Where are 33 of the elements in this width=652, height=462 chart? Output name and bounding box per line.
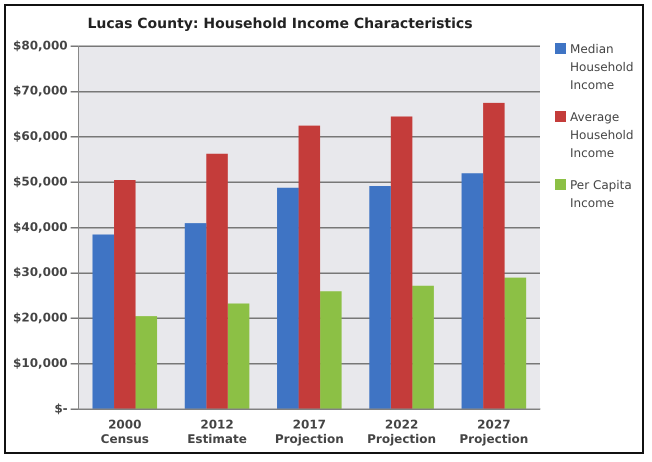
x-tick-label: 2000 Census <box>100 418 149 446</box>
bar <box>369 186 391 408</box>
bar <box>206 154 228 408</box>
chart-title: Lucas County: Household Income Characteristics <box>86 16 474 32</box>
x-tick-label: 2022 Projection <box>367 418 436 446</box>
bar <box>390 116 412 408</box>
bar <box>298 126 320 408</box>
y-tick-label: $50,000 <box>13 174 68 188</box>
x-tick-label: 2012 Estimate <box>187 418 247 446</box>
y-tick-label: $30,000 <box>13 265 68 280</box>
bar <box>320 291 342 408</box>
bar <box>92 234 114 408</box>
bar <box>114 180 136 408</box>
legend-label: Per Capita Income <box>570 177 633 212</box>
y-tick-label: $20,000 <box>13 310 68 325</box>
y-tick-label: $40,000 <box>13 220 68 234</box>
y-tick-label: $60,000 <box>13 129 68 144</box>
y-tick-label: $80,000 <box>13 38 68 52</box>
legend-label: Average Household Income <box>570 109 635 162</box>
legend-label: Median Household Income <box>570 41 635 94</box>
bar <box>504 278 526 408</box>
x-tick-label: 2027 Projection <box>459 418 528 446</box>
bar <box>228 303 250 408</box>
y-tick-label: $70,000 <box>13 84 68 98</box>
bar <box>412 286 434 408</box>
bar <box>462 173 484 408</box>
bar <box>136 316 158 408</box>
y-tick-label: $10,000 <box>13 356 68 370</box>
x-tick-label: 2017 Projection <box>274 418 344 446</box>
bar <box>184 223 206 408</box>
y-tick-label: $- <box>54 401 68 416</box>
bar <box>277 188 299 408</box>
bar <box>483 102 505 408</box>
